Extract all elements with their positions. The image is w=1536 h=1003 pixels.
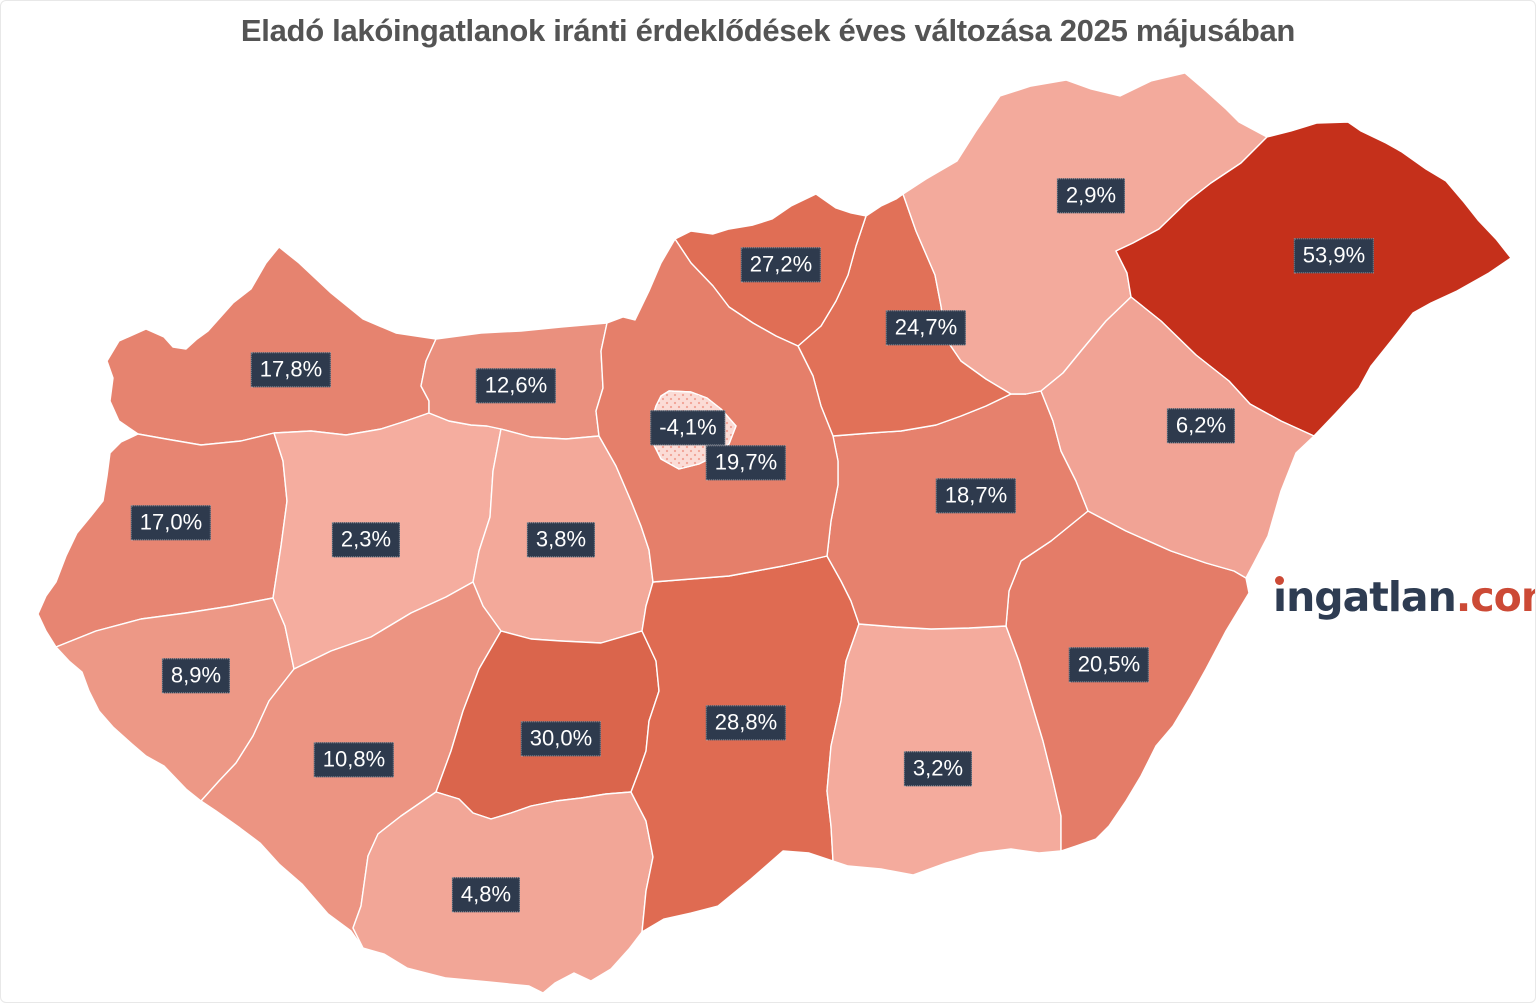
logo-tld: .com: [1455, 573, 1535, 621]
logo-i-dot-icon: [1275, 576, 1284, 585]
region-gyor-moson-sopron: [106, 246, 437, 446]
page-title: Eladó lakóingatlanok iránti érdeklődések…: [240, 13, 1296, 48]
logo-brand: ı ngatlan: [1273, 573, 1457, 621]
logo-letter-i: ı: [1273, 573, 1287, 621]
region-komarom-esztergom: [420, 322, 608, 440]
region-baranya: [352, 791, 654, 994]
region-szabolcs-szatmar-bereg: [1115, 121, 1512, 437]
logo-brand-rest: ngatlan: [1286, 573, 1457, 621]
county-regions-group: [37, 72, 1512, 994]
region-bacs-kiskun: [630, 555, 860, 933]
